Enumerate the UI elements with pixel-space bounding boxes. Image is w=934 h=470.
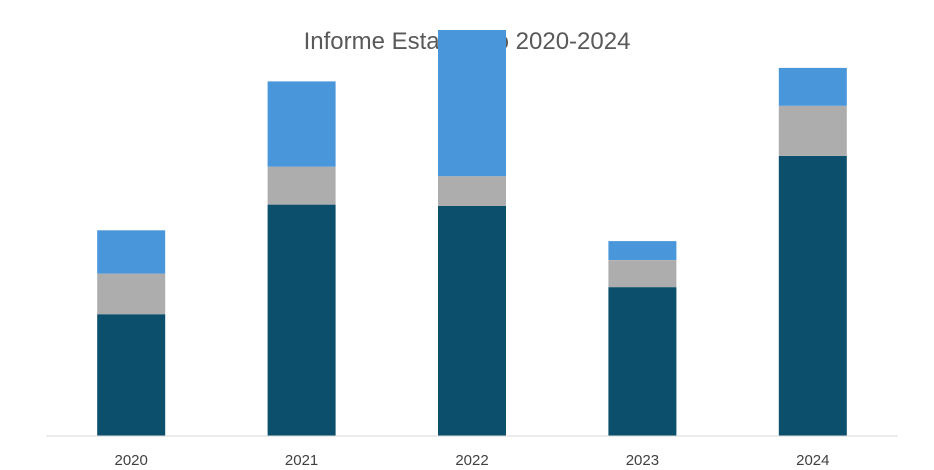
bar-segment-2023-s2 [608, 260, 677, 288]
bar-segment-2024-s3 [778, 67, 847, 106]
x-tick-label: 2023 [626, 452, 659, 469]
bar-segment-2021-s1 [267, 204, 336, 436]
bar-segment-2020-s3 [97, 230, 166, 274]
bar-segment-2024-s2 [778, 105, 847, 156]
bar-segment-2021-s2 [267, 166, 336, 205]
bar-segment-2023-s3 [608, 241, 677, 260]
bar-segment-2024-s1 [778, 155, 847, 436]
x-tick-label: 2021 [285, 452, 318, 469]
bars-layer [97, 30, 847, 436]
bar-segment-2022-s2 [438, 176, 506, 206]
bar-segment-2022-s3 [438, 30, 506, 177]
bar-segment-2023-s1 [608, 287, 677, 436]
bar-segment-2020-s1 [97, 314, 166, 436]
x-tick-label: 2022 [455, 452, 488, 469]
bar-segment-2021-s3 [267, 81, 336, 167]
bar-segment-2022-s1 [438, 205, 506, 436]
bar-segment-2020-s2 [97, 273, 166, 315]
x-axis-ticks: 2020 2021 2022 2023 2024 [115, 452, 830, 469]
x-tick-label: 2020 [115, 452, 148, 469]
x-tick-label: 2024 [796, 452, 829, 469]
